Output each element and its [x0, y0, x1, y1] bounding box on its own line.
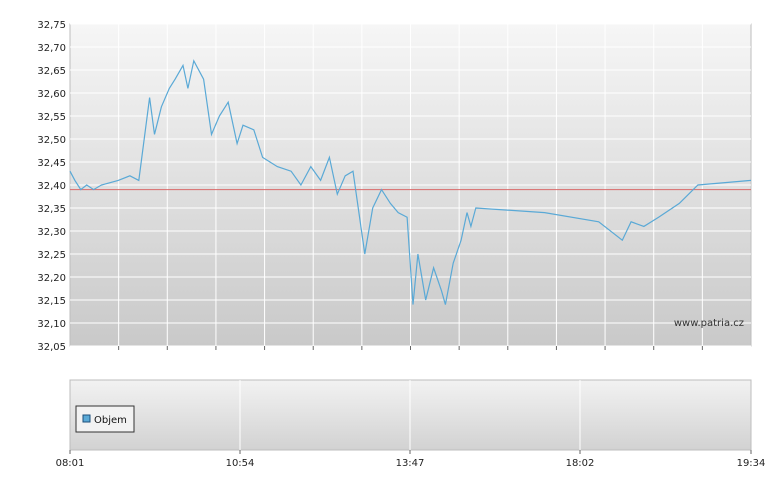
y-tick-label: 32,05	[37, 342, 66, 353]
price-y-axis: 32,05 32,10 32,15 32,20 32,25 32,30 32,35 32,40…	[37, 20, 66, 353]
time-tick-label: 18:02	[566, 458, 595, 469]
watermark: www.patria.cz	[674, 318, 744, 329]
time-tick-label: 13:47	[396, 458, 425, 469]
volume-grid	[239, 380, 581, 450]
y-tick-label: 32,10	[37, 319, 66, 330]
y-tick-label: 32,65	[37, 66, 66, 77]
legend-label: Objem	[94, 415, 127, 426]
time-tick-label: 10:54	[226, 458, 255, 469]
y-tick-label: 32,50	[37, 135, 66, 146]
y-tick-label: 32,45	[37, 158, 66, 169]
y-tick-label: 32,15	[37, 296, 66, 307]
price-x-ticks	[118, 346, 703, 350]
time-tick-label: 19:34	[737, 458, 766, 469]
y-tick-label: 32,35	[37, 204, 66, 215]
volume-legend: Objem	[75, 405, 135, 433]
price-grid	[70, 23, 751, 347]
y-tick-label: 32,20	[37, 273, 66, 284]
y-tick-label: 32,75	[37, 20, 66, 31]
legend-box	[75, 405, 135, 433]
y-tick-label: 32,25	[37, 250, 66, 261]
y-tick-label: 32,70	[37, 43, 66, 54]
time-axis: 08:01 10:54 13:47 18:02 19:34	[56, 450, 766, 469]
y-tick-label: 32,55	[37, 112, 66, 123]
time-tick-label: 08:01	[56, 458, 85, 469]
price-series-line	[69, 59, 752, 305]
y-tick-label: 32,30	[37, 227, 66, 238]
y-tick-label: 32,40	[37, 181, 66, 192]
legend-swatch	[82, 414, 91, 423]
y-tick-label: 32,60	[37, 89, 66, 100]
